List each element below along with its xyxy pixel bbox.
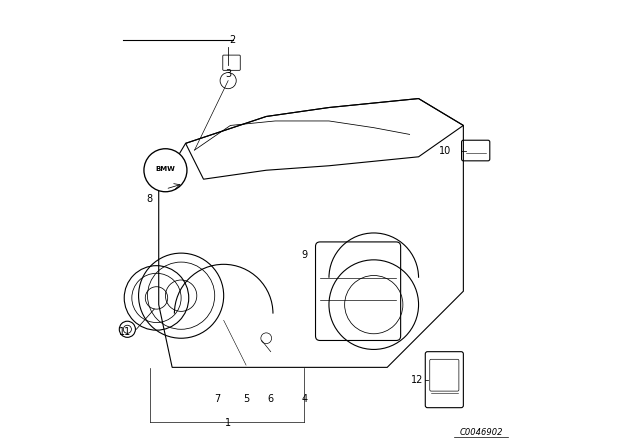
Text: 11: 11 [119, 327, 131, 336]
Text: 6: 6 [268, 394, 274, 404]
Text: 10: 10 [439, 146, 451, 155]
Circle shape [144, 149, 187, 192]
Text: 1: 1 [225, 418, 231, 428]
Text: 7: 7 [214, 394, 220, 404]
Text: 9: 9 [301, 250, 307, 260]
Text: 4: 4 [301, 394, 307, 404]
Text: 3: 3 [225, 69, 231, 79]
Text: 8: 8 [147, 194, 153, 204]
Text: C0046902: C0046902 [460, 428, 503, 437]
Text: 12: 12 [411, 375, 423, 385]
Text: 5: 5 [243, 394, 249, 404]
Text: 2: 2 [230, 35, 236, 45]
Text: BMW: BMW [156, 166, 175, 172]
